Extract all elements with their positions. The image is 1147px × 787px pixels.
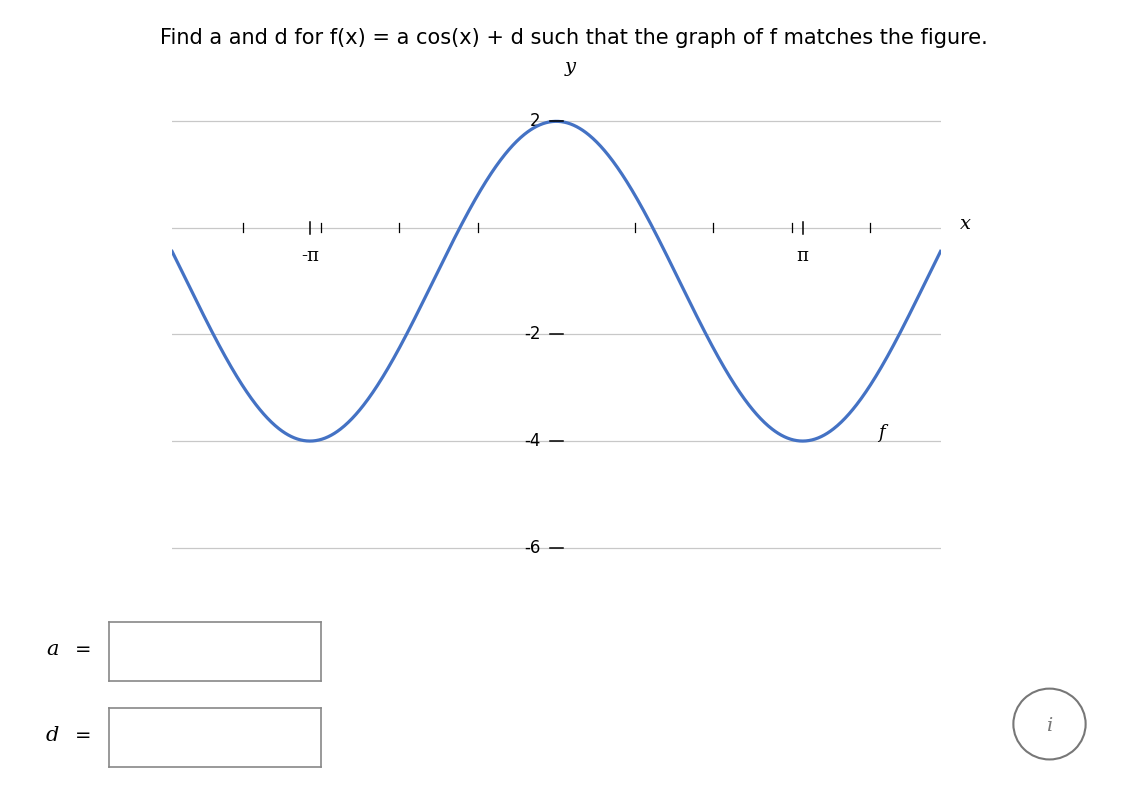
Text: 2: 2 xyxy=(530,113,540,131)
Text: =: = xyxy=(75,640,91,659)
Text: -π: -π xyxy=(301,246,319,264)
Text: -4: -4 xyxy=(524,432,540,450)
Text: y: y xyxy=(565,58,576,76)
Text: =: = xyxy=(75,726,91,745)
Text: Find a and d for f(x) = a cos(x) + d such that the graph of f matches the figure: Find a and d for f(x) = a cos(x) + d suc… xyxy=(159,28,988,47)
Text: a: a xyxy=(46,640,58,659)
Text: d: d xyxy=(46,726,60,745)
Text: i: i xyxy=(1046,717,1053,734)
Text: -2: -2 xyxy=(524,326,540,343)
Text: -6: -6 xyxy=(524,538,540,556)
Text: f: f xyxy=(877,424,884,442)
Text: x: x xyxy=(960,215,972,233)
Text: π: π xyxy=(797,246,809,264)
